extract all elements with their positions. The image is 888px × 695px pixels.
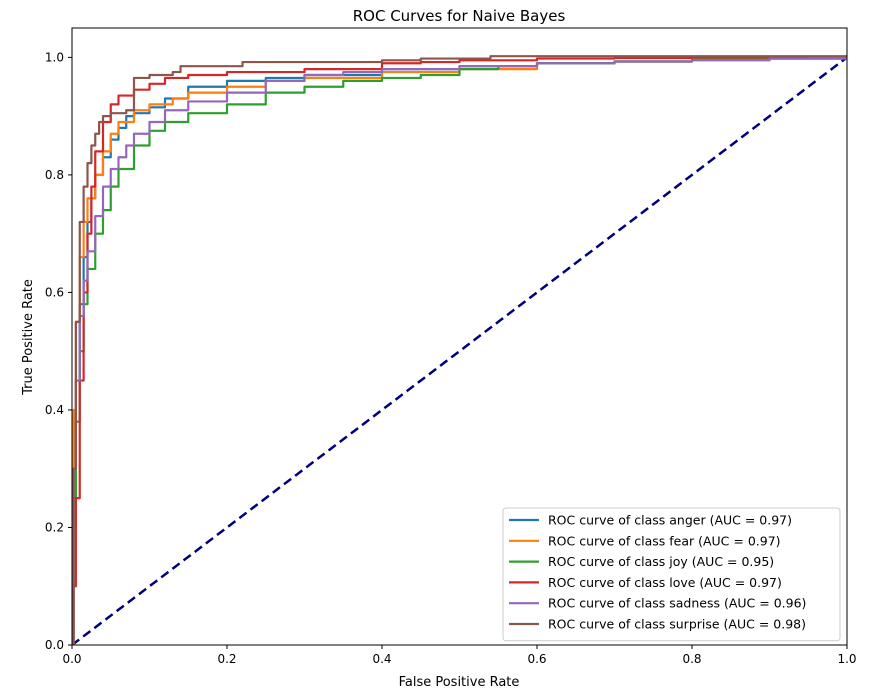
legend-entry-4: ROC curve of class sadness (AUC = 0.96) <box>548 596 806 611</box>
plot-frame <box>71 27 848 646</box>
x-tick-label: 0.0 <box>62 652 81 666</box>
legend-entry-2: ROC curve of class joy (AUC = 0.95) <box>548 554 774 569</box>
y-axis: 0.0 0.2 0.4 0.6 0.8 1.0 <box>45 50 72 652</box>
legend-entry-5: ROC curve of class surprise (AUC = 0.98) <box>548 617 806 632</box>
y-tick-label: 0.0 <box>45 638 64 652</box>
y-axis-label: True Positive Rate <box>21 279 36 396</box>
x-tick-label: 0.4 <box>372 652 391 666</box>
diagonal-reference-line <box>72 56 847 645</box>
series-line-5 <box>72 55 847 645</box>
series-line-4 <box>72 56 847 645</box>
legend-entry-1: ROC curve of class fear (AUC = 0.97) <box>548 533 781 548</box>
y-tick-label: 0.2 <box>45 520 64 534</box>
x-tick-label: 0.2 <box>217 652 236 666</box>
y-tick-label: 0.4 <box>45 403 64 417</box>
y-tick-label: 1.0 <box>45 50 64 64</box>
legend: ROC curve of class anger (AUC = 0.97) ROC… <box>502 507 841 642</box>
x-tick-label: 0.8 <box>682 652 701 666</box>
series-line-3 <box>72 56 847 645</box>
x-tick-label: 1.0 <box>837 652 856 666</box>
series-lines <box>72 55 847 645</box>
plot-area <box>71 27 848 646</box>
legend-box <box>502 507 841 642</box>
x-axis: 0.0 0.2 0.4 0.6 0.8 1.0 <box>62 645 857 666</box>
x-axis-label: False Positive Rate <box>399 675 520 690</box>
y-tick-label: 0.6 <box>45 285 64 299</box>
chart-title: ROC Curves for Naive Bayes <box>353 7 566 25</box>
x-tick-label: 0.6 <box>527 652 546 666</box>
legend-entry-0: ROC curve of class anger (AUC = 0.97) <box>548 513 792 528</box>
y-tick-label: 0.8 <box>45 168 64 182</box>
legend-entry-3: ROC curve of class love (AUC = 0.97) <box>548 575 782 590</box>
